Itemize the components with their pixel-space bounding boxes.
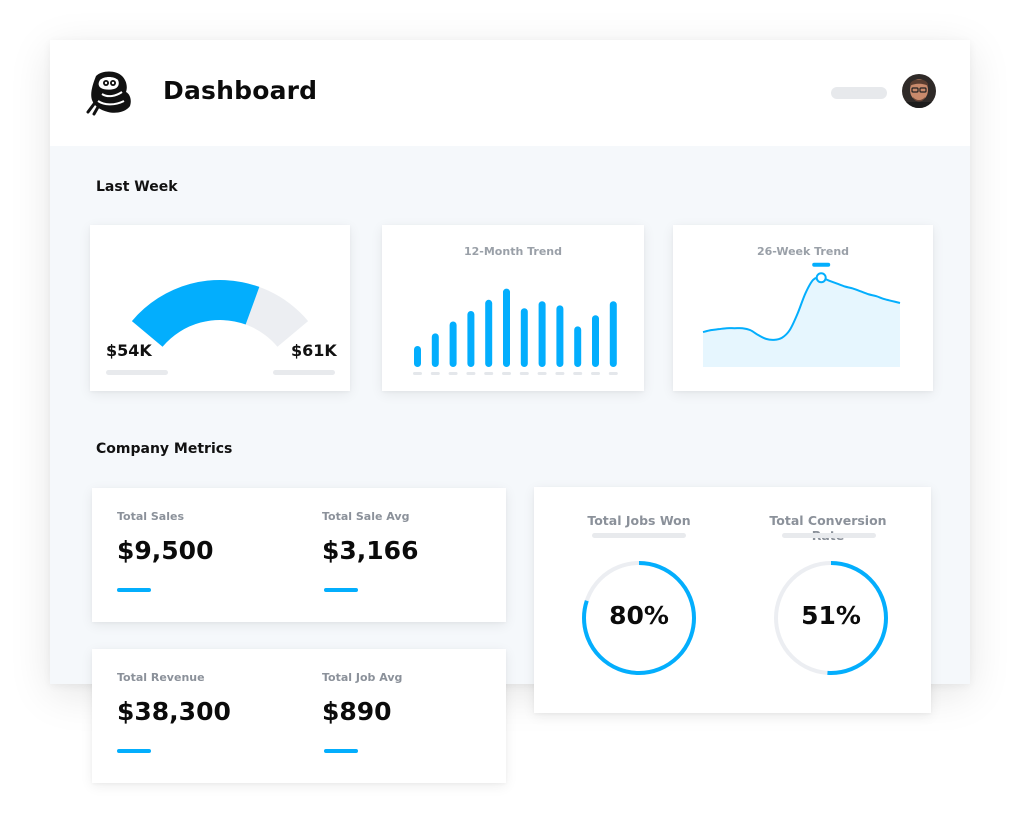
gauge-min-label: $54K (106, 341, 152, 360)
bar-tick-11 (591, 372, 600, 375)
bar-3 (449, 321, 457, 367)
ring-metrics-card: Total Jobs Won 80% Total Conversion Rate… (534, 487, 931, 713)
section-title-company-metrics: Company Metrics (96, 441, 233, 457)
bar-tick-9 (555, 372, 565, 375)
bar-tick-3 (448, 372, 458, 375)
bar-10 (574, 326, 582, 367)
bar-5 (485, 299, 493, 367)
bar-4 (467, 311, 475, 367)
ring-chart-conversion-rate (774, 561, 888, 675)
bar-8 (538, 301, 546, 367)
gauge-max-placeholder (273, 370, 335, 375)
bar-9 (556, 305, 564, 367)
bar-tick-1 (413, 372, 422, 375)
gauge-max-label: $61K (291, 341, 337, 360)
bar-tick-10 (573, 372, 583, 375)
bar-7 (520, 308, 528, 367)
search-placeholder-bar[interactable] (831, 87, 887, 99)
ring-value-jobs-won: 80% (609, 601, 669, 630)
trend-line (702, 276, 901, 341)
gauge-chart (131, 280, 309, 347)
metric-accent (324, 588, 358, 592)
bar-tick-4 (466, 372, 476, 375)
section-title-last-week: Last Week (96, 179, 178, 195)
ring-value-conversion-rate: 51% (801, 601, 861, 630)
area-fill (703, 277, 900, 367)
user-avatar-icon[interactable] (902, 74, 936, 108)
ring-label-jobs-won: Total Jobs Won (587, 513, 691, 528)
ring-progress (582, 561, 696, 675)
bar-tick-7 (519, 372, 529, 375)
ring-label-conversion-rate: Total Conversion Rate (769, 513, 887, 543)
gauge-min-placeholder (106, 370, 168, 375)
page-title: Dashboard (163, 76, 318, 105)
metric-label: Total Sale Avg (322, 510, 410, 523)
bar-tick-2 (430, 372, 440, 375)
bar-1 (414, 346, 421, 367)
metric-value: $890 (322, 697, 392, 726)
bar-tick-12 (608, 372, 618, 375)
metric-value: $38,300 (117, 697, 231, 726)
monthly-trend-title: 12-Month Trend (463, 245, 562, 258)
top-bar: Dashboard (50, 40, 970, 146)
bar-tick-5 (484, 372, 494, 375)
metrics-card-sales: Total Sales $9,500 Total Sale Avg $3,166 (92, 488, 506, 622)
weekly-area-chart (702, 262, 901, 367)
metric-accent (117, 588, 151, 592)
bar-2 (431, 333, 439, 367)
weekly-trend-card: 26-Week Trend (673, 225, 933, 391)
highlight-point[interactable] (815, 272, 827, 284)
ring-chart-jobs-won (582, 561, 696, 675)
ring-label-placeholder (592, 533, 686, 538)
metric-label: Total Sales (117, 510, 185, 523)
gauge-card: $54K $61K (90, 225, 350, 391)
metric-value: $9,500 (117, 536, 214, 565)
ring-label-placeholder (782, 533, 876, 538)
weekly-trend-title: 26-Week Trend (756, 245, 850, 258)
bar-11 (592, 315, 599, 367)
metric-value: $3,166 (322, 536, 419, 565)
gauge-fill (131, 280, 260, 347)
metric-label: Total Revenue (117, 671, 205, 684)
metrics-card-revenue: Total Revenue $38,300 Total Job Avg $890 (92, 649, 506, 783)
monthly-bar-chart (413, 288, 618, 375)
bar-12 (609, 301, 617, 367)
monthly-trend-card: 12-Month Trend (382, 225, 644, 391)
mascot-logo-icon[interactable] (86, 68, 136, 116)
bar-tick-6 (502, 372, 511, 375)
metric-accent (324, 749, 358, 753)
bar-tick-8 (537, 372, 547, 375)
metric-label: Total Job Avg (322, 671, 403, 684)
bar-6 (503, 288, 510, 367)
ring-progress (774, 561, 888, 675)
highlight-marker (812, 262, 831, 267)
metric-accent (117, 749, 151, 753)
